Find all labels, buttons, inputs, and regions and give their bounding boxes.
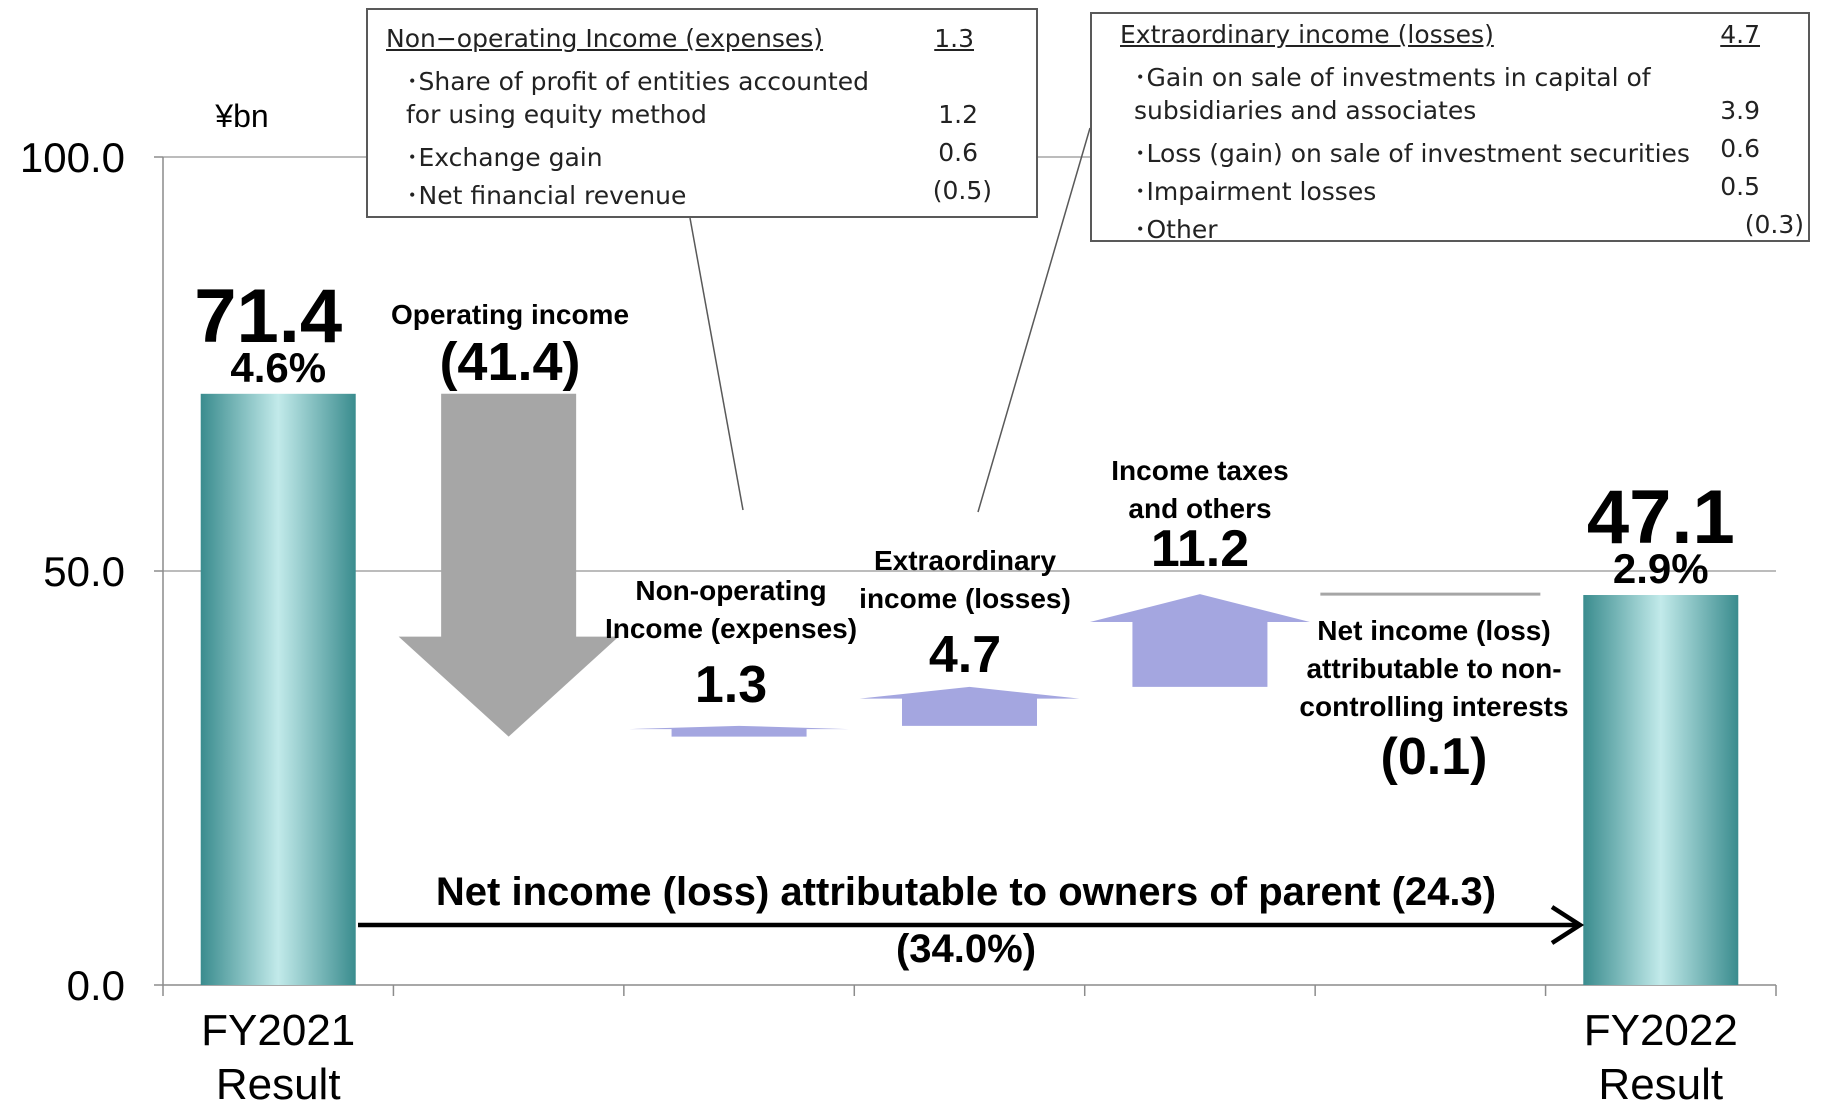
extraordinary-item-value: (0.3)	[1744, 210, 1804, 239]
unit-label: ¥bn	[214, 98, 268, 134]
change-arrow	[398, 393, 619, 737]
annotation-text: Net income (loss) attributable to owners…	[436, 870, 1496, 914]
annotation-arrow-head	[1550, 905, 1585, 945]
x-category-label: FY2022	[1584, 1006, 1738, 1055]
x-category-label: FY2021	[201, 1006, 355, 1055]
callout-leader-line	[689, 217, 744, 511]
extraordinary-item-value: 3.9	[1720, 96, 1760, 125]
non-operating-callout-title: Non−operating Income (expenses)	[386, 24, 824, 53]
non-operating-item-label: for using equity method	[406, 100, 707, 129]
extraordinary-callout-title: Extraordinary income (losses)	[1120, 20, 1494, 49]
non-operating-item-value: 0.6	[938, 138, 978, 167]
change-value-label: (0.1)	[1381, 728, 1488, 786]
y-tick-label: 0.0	[67, 962, 125, 1009]
non-operating-callout: Non−operating Income (expenses) 1.3 ･Sha…	[366, 8, 1038, 218]
change-category-label: Income (expenses)	[605, 613, 857, 644]
extraordinary-item-label: subsidiaries and associates	[1134, 96, 1477, 125]
change-arrow	[1089, 594, 1310, 687]
change-value-label: 11.2	[1151, 520, 1249, 578]
change-value-label: 4.7	[929, 626, 1001, 684]
total-bar	[200, 393, 356, 986]
extraordinary-item-value: 0.5	[1720, 172, 1760, 201]
extraordinary-item-value: 0.6	[1720, 134, 1760, 163]
total-value-label: 47.1	[1587, 475, 1735, 560]
change-category-label: controlling interests	[1299, 691, 1568, 722]
non-operating-item-label: ･Share of profit of entities accounted	[406, 67, 869, 96]
non-operating-callout-title-value: 1.3	[934, 24, 974, 53]
change-value-label: (41.4)	[439, 332, 580, 392]
total-bar	[1583, 595, 1739, 985]
non-operating-item-label: ･Net financial revenue	[406, 181, 687, 210]
extraordinary-item-label: ･Gain on sale of investments in capital …	[1134, 63, 1651, 92]
change-category-label: attributable to non-	[1306, 653, 1561, 684]
x-category-label: Result	[1598, 1060, 1723, 1109]
annotation-subtext: (34.0%)	[896, 927, 1036, 971]
change-category-label: income (losses)	[859, 583, 1071, 614]
change-value-label: 1.3	[695, 656, 767, 714]
change-category-label: Non-operating	[635, 575, 826, 606]
change-arrow	[629, 725, 850, 737]
total-value-label: 71.4	[194, 274, 342, 359]
extraordinary-item-label: ･Impairment losses	[1134, 177, 1377, 206]
x-category-label: Result	[216, 1060, 341, 1109]
change-category-label: Extraordinary	[874, 545, 1056, 576]
change-category-label: Operating income	[391, 299, 629, 330]
non-operating-item-label: ･Exchange gain	[406, 143, 603, 172]
change-arrow	[859, 686, 1080, 726]
extraordinary-item-label: ･Loss (gain) on sale of investment secur…	[1134, 139, 1690, 168]
y-tick-label: 100.0	[20, 134, 125, 181]
y-tick-label: 50.0	[43, 548, 125, 595]
change-category-label: Net income (loss)	[1317, 615, 1550, 646]
change-category-label: Income taxes	[1111, 455, 1288, 486]
callout-leader-line	[977, 127, 1091, 513]
non-operating-item-value: 1.2	[938, 100, 978, 129]
extraordinary-callout-title-value: 4.7	[1720, 20, 1760, 49]
extraordinary-item-label: ･Other	[1134, 215, 1218, 244]
non-operating-item-value: (0.5)	[932, 176, 992, 205]
extraordinary-callout: Extraordinary income (losses) 4.7 ･Gain …	[1090, 12, 1810, 244]
change-category-label: and others	[1128, 493, 1271, 524]
total-pct-label: 2.9%	[1613, 545, 1709, 592]
total-pct-label: 4.6%	[230, 344, 326, 391]
